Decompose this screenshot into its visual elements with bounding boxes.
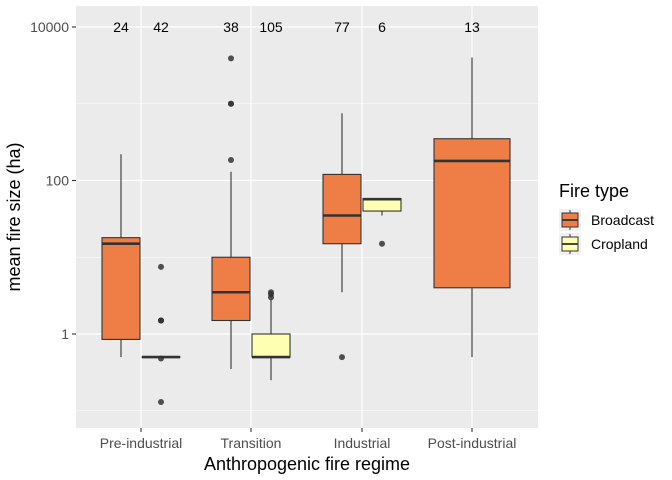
box-industrial-broadcast [322,113,362,361]
count-label: 42 [153,19,169,35]
legend-label: Broadcast [591,212,654,228]
y-axis: 1 100 10000 [30,19,76,342]
legend-label: Cropland [591,236,648,252]
box-body [211,256,251,322]
box-body [433,138,511,289]
box-pre-industrial-broadcast [101,154,141,358]
legend: Fire type Broadcast Cropland [559,181,654,255]
outlier-point [228,100,234,107]
box-industrial-cropland [362,197,402,247]
x-tick-label: Transition [221,435,282,451]
outlier-point [379,240,385,247]
box-body [101,237,141,340]
legend-key-broadcast [559,209,581,231]
box-body [251,333,291,358]
y-axis-title: mean fire size (ha) [4,142,24,291]
count-label: 105 [259,19,283,35]
outlier-point [158,317,164,324]
y-tick-label: 1 [61,326,69,342]
outlier-point [158,355,164,362]
legend-key-cropland [559,233,581,255]
legend-title: Fire type [559,181,629,201]
x-tick-label: Industrial [334,435,391,451]
y-tick-label: 10000 [30,19,69,35]
count-label: 6 [378,19,386,35]
box-body [322,173,362,245]
count-labels: 24 42 38 105 77 6 13 [113,19,480,35]
box-series [101,55,511,406]
count-label: 24 [113,19,129,35]
count-label: 77 [334,19,350,35]
x-axis-title: Anthropogenic fire regime [204,454,410,474]
outlier-point [228,156,234,163]
box-post-industrial-broadcast [433,57,511,358]
outlier-point [158,399,164,406]
box-pre-industrial-cropland [141,263,181,406]
count-label: 13 [464,19,480,35]
outlier-point [158,263,164,270]
x-axis: Pre-industrial Transition Industrial Post-i… [100,428,517,451]
count-label: 38 [223,19,239,35]
outlier-point [268,294,274,301]
x-tick-label: Post-industrial [428,435,517,451]
y-tick-label: 100 [46,173,70,189]
outlier-point [339,354,345,361]
box-transition-cropland [251,289,291,381]
box-transition-broadcast [211,55,251,369]
outlier-point [228,55,234,62]
x-tick-label: Pre-industrial [100,435,182,451]
